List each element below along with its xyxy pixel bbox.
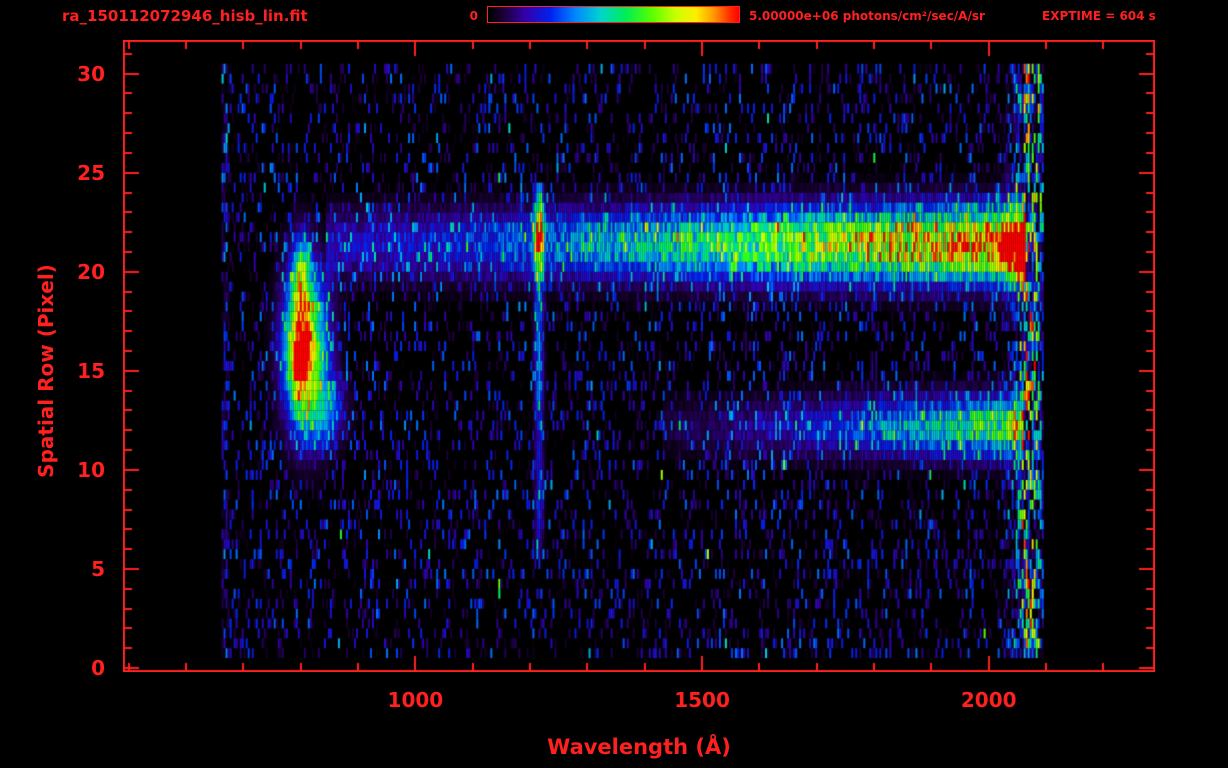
x-axis-title: Wavelength (Å) [547,735,731,759]
y-tick-label-30: 30 [77,61,105,86]
file-title: ra_150112072946_hisb_lin.fit [62,7,308,25]
colorbar-max-label: 5.00000e+06 photons/cm²/sec/A/sr [749,9,985,23]
exptime-label: EXPTIME = 604 s [1042,9,1156,23]
y-tick-label-20: 20 [77,259,105,284]
y-tick-label-0: 0 [91,656,105,681]
x-tick-label-1000: 1000 [387,688,444,712]
y-tick-label-15: 15 [77,358,105,383]
colorbar-min-label: 0 [469,9,478,23]
x-tick-label-1500: 1500 [674,688,730,712]
x-tick-label-2000: 2000 [960,688,1017,712]
spectrogram-canvas [123,40,1155,672]
y-tick-label-5: 5 [91,556,105,581]
colorbar [487,6,740,23]
y-tick-label-25: 25 [77,160,105,185]
y-tick-label-10: 10 [77,457,105,482]
